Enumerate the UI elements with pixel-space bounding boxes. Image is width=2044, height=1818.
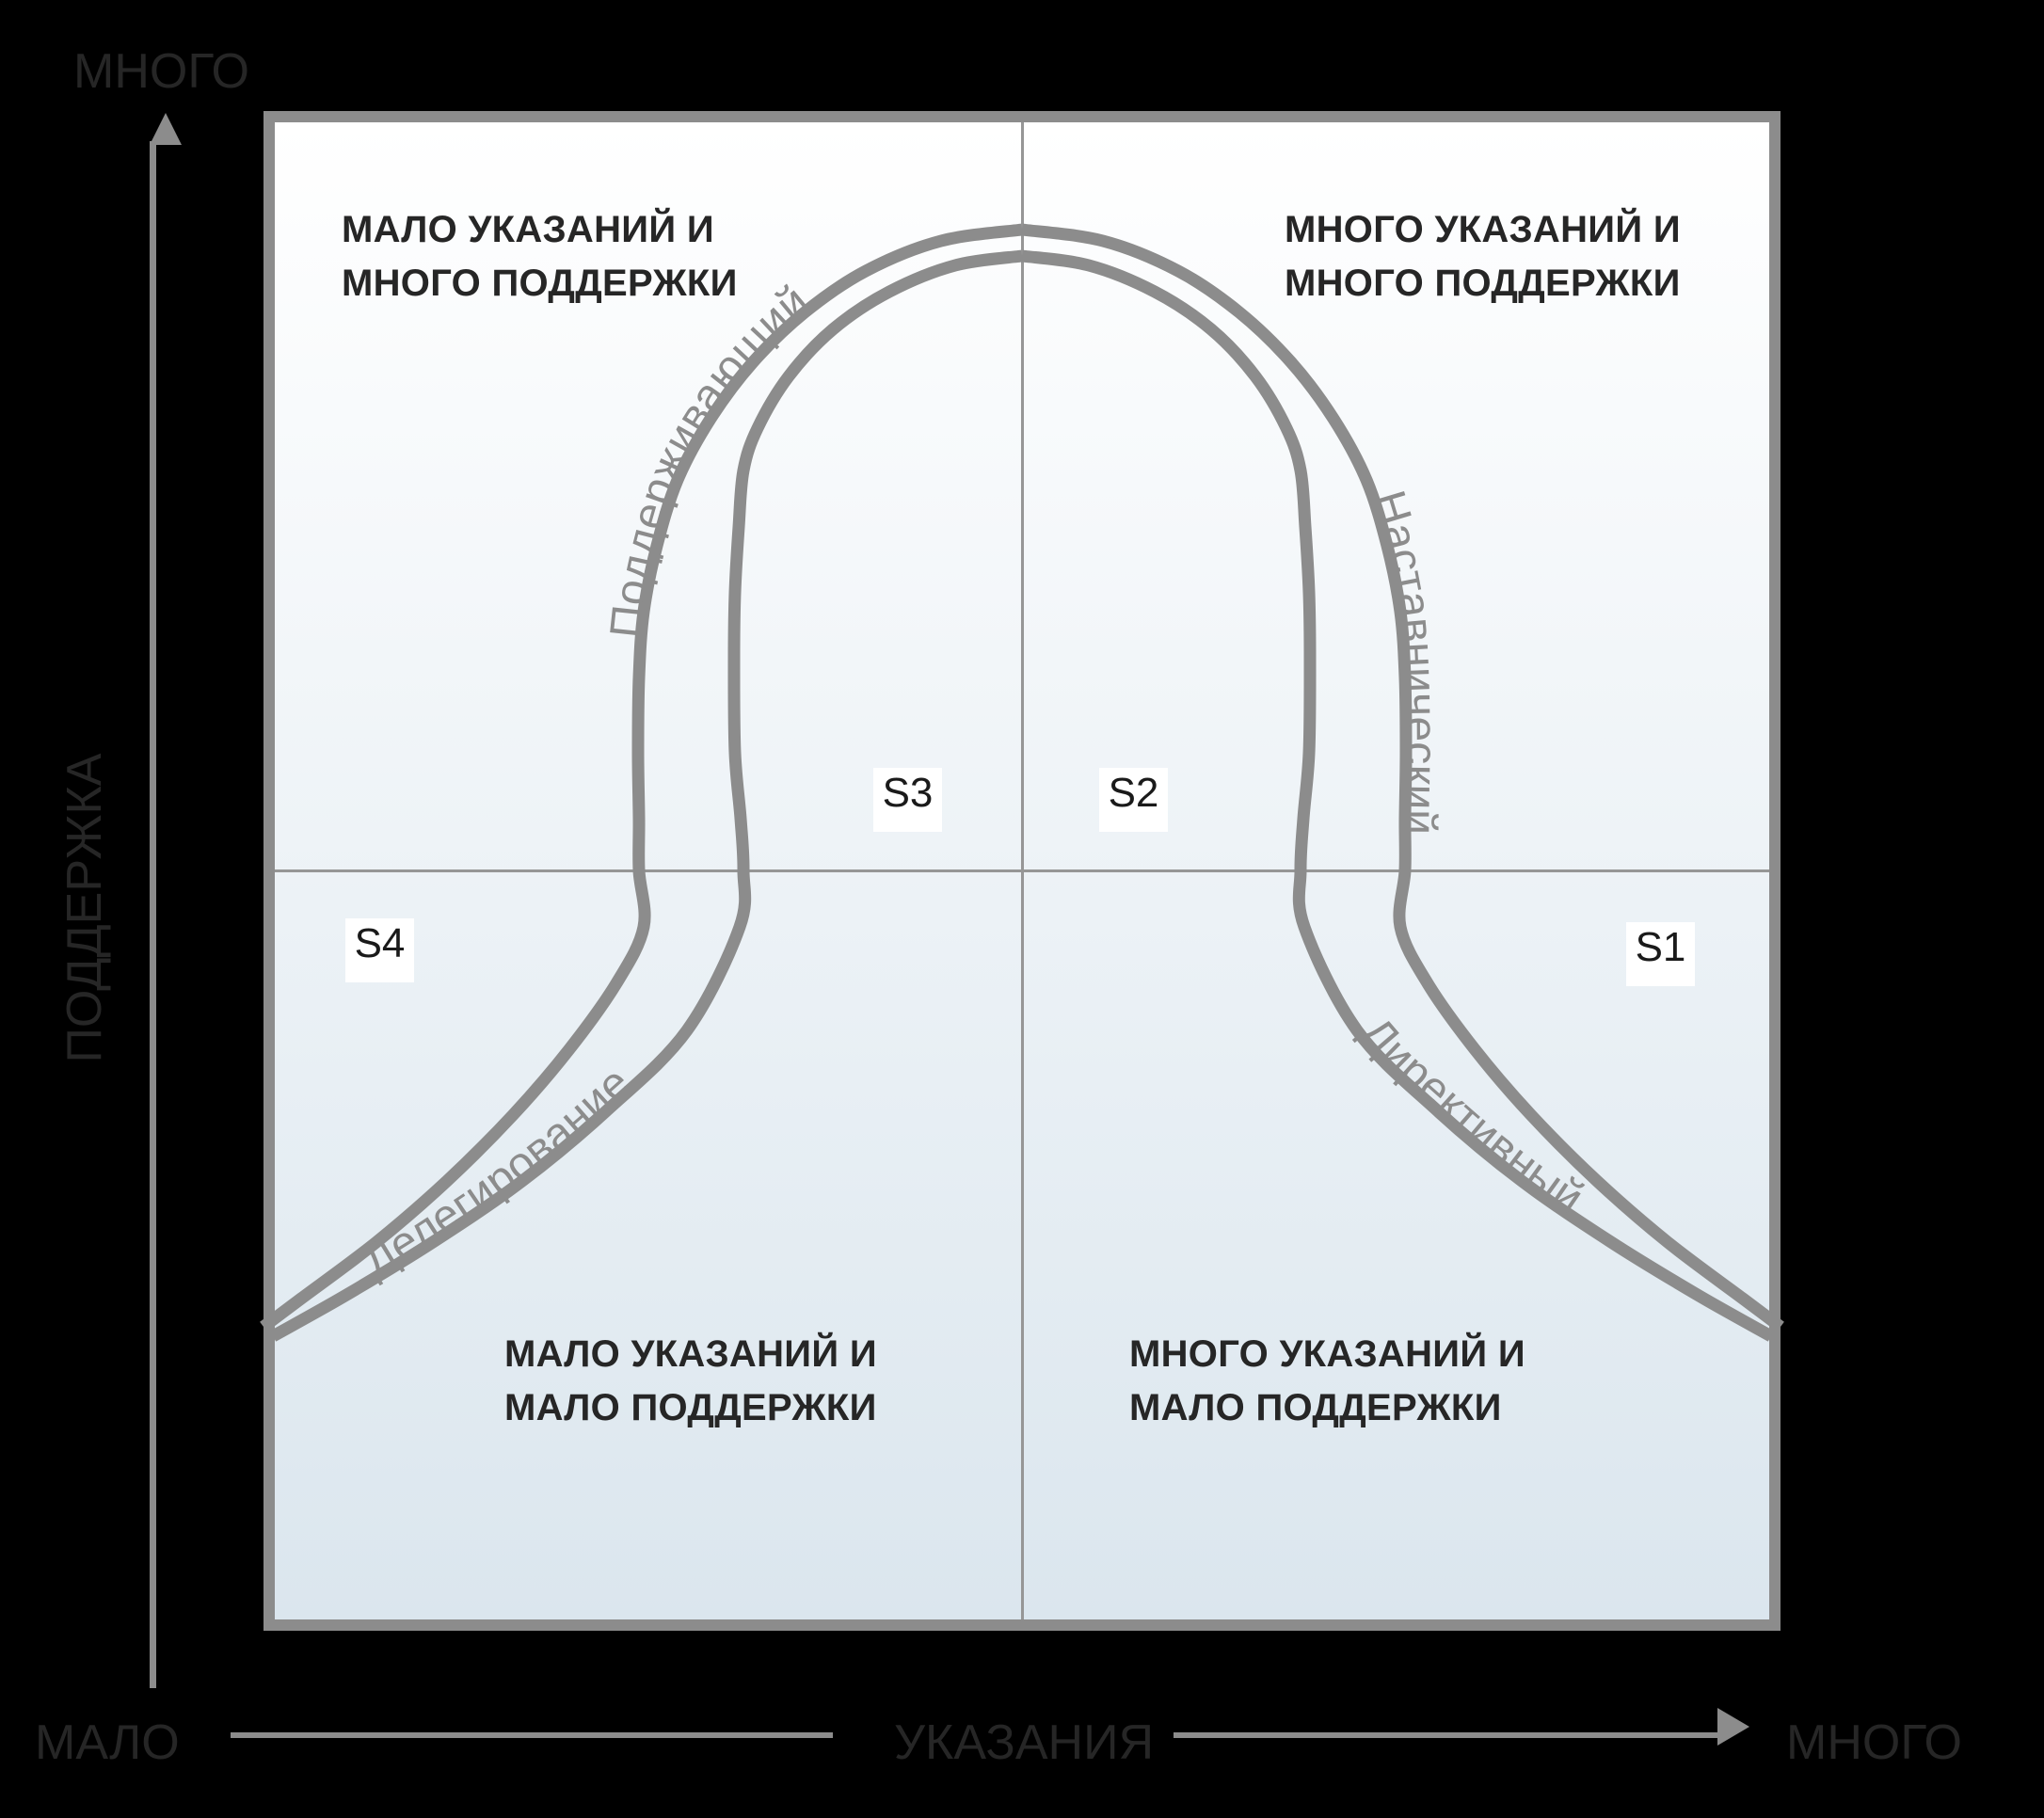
svg-text:Делегирование: Делегирование xyxy=(355,1058,640,1287)
svg-text:Наставнический: Наставнический xyxy=(1364,486,1445,835)
svg-text:Поддерживающий: Поддерживающий xyxy=(601,277,818,641)
